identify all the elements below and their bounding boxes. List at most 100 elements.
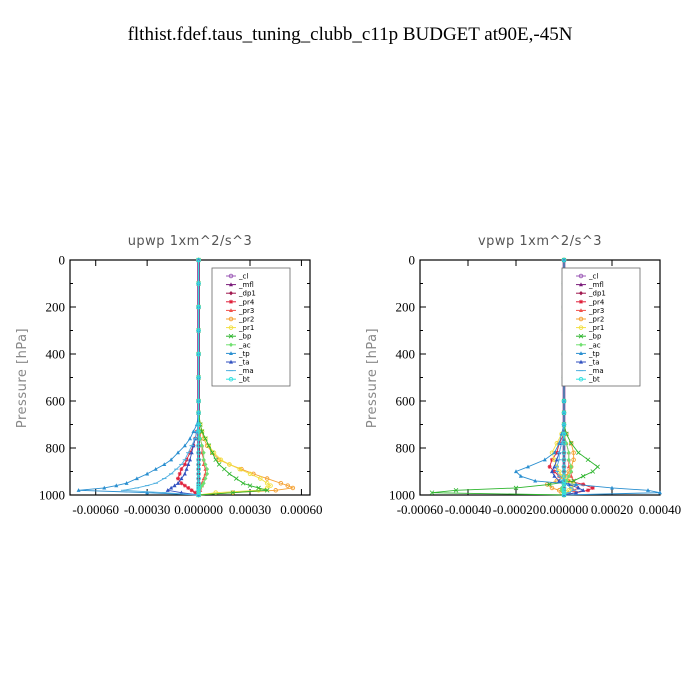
legend-marker: [228, 376, 234, 382]
x-tick-label: 0.000000: [174, 502, 223, 517]
y-tick-label: 0: [409, 253, 416, 268]
panel-title: upwp 1xm^2/s^3: [128, 234, 253, 249]
data-point: [658, 490, 662, 495]
x-tick-label: -0.00040: [445, 502, 492, 517]
legend-marker: [578, 333, 584, 339]
data-point: [513, 485, 519, 491]
data-point: [114, 483, 119, 488]
data-point: [234, 476, 239, 481]
y-tick-label: 600: [396, 394, 416, 409]
legend-label: _ma: [588, 367, 604, 375]
data-point: [196, 281, 201, 286]
data-point: [526, 464, 530, 469]
x-tick-label: 0.00060: [280, 502, 322, 517]
legend-box: [561, 267, 641, 387]
data-point: [552, 464, 557, 469]
data-point: [196, 257, 201, 263]
legend-label: _mfl: [588, 281, 604, 289]
data-point: [182, 443, 187, 448]
legend-label: _tp: [588, 350, 600, 358]
data-point: [542, 457, 547, 462]
series-bt: [196, 257, 201, 498]
data-point: [210, 450, 215, 455]
x-tick-label: 0.00040: [639, 502, 681, 517]
legend-marker: [579, 308, 583, 312]
data-point: [182, 471, 187, 476]
data-point: [201, 450, 206, 455]
data-point: [196, 481, 201, 486]
legend-marker: [229, 291, 233, 296]
data-point: [264, 481, 270, 486]
data-point: [561, 441, 567, 446]
legend-marker: [229, 282, 233, 287]
legend-label: _ac: [588, 341, 601, 349]
data-point: [550, 469, 554, 474]
legend-marker: [578, 316, 584, 322]
y-tick-label: 400: [46, 347, 66, 362]
data-point: [200, 443, 204, 448]
data-point: [533, 478, 538, 483]
data-point: [176, 481, 180, 485]
figure-title: flthist.fdef.taus_tuning_clubb_c11p BUDG…: [128, 24, 573, 45]
legend-marker: [579, 291, 583, 296]
data-point: [237, 466, 242, 472]
data-point: [566, 488, 572, 493]
data-point: [216, 462, 222, 467]
data-point: [189, 488, 194, 493]
data-point: [196, 351, 201, 357]
legend-marker: [229, 308, 233, 312]
data-point: [153, 466, 158, 471]
data-point: [176, 450, 180, 455]
y-tick-label: 400: [396, 347, 416, 362]
legend-label: _bp: [238, 333, 252, 341]
legend-label: _ta: [238, 359, 250, 367]
y-axis-label: Pressure [hPa]: [15, 328, 30, 428]
legend-marker: [228, 316, 234, 322]
legend-marker: [578, 273, 584, 279]
data-point: [547, 464, 552, 469]
data-point: [568, 441, 574, 446]
data-point: [561, 464, 567, 470]
data-point: [581, 488, 586, 492]
legend-marker: [228, 333, 234, 339]
data-point: [213, 490, 218, 495]
data-point: [199, 429, 205, 434]
data-point: [196, 375, 201, 380]
legend-marker: [579, 359, 583, 364]
legend-label: _cl: [238, 273, 248, 281]
data-point: [514, 469, 518, 474]
x-tick-label: 0.000000: [540, 502, 589, 517]
data-point: [184, 466, 189, 471]
data-point: [273, 488, 278, 493]
data-point: [191, 429, 196, 434]
data-point: [134, 476, 139, 481]
legend-label: _pr2: [588, 316, 604, 324]
legend-marker: [229, 359, 233, 364]
series-line: [78, 260, 200, 496]
data-point: [581, 482, 586, 487]
data-point: [193, 490, 198, 495]
data-point: [290, 485, 296, 491]
data-point: [561, 398, 567, 404]
data-point: [196, 492, 201, 498]
data-point: [552, 469, 557, 474]
x-tick-label: 0.00030: [229, 502, 271, 517]
data-point: [561, 457, 567, 463]
data-point: [205, 471, 210, 477]
data-point: [576, 450, 581, 455]
legend-marker: [228, 273, 234, 279]
data-point: [610, 485, 614, 490]
data-point: [568, 441, 574, 446]
data-point: [590, 485, 595, 490]
data-point: [206, 443, 212, 448]
data-point: [574, 490, 578, 495]
legend-label: _ta: [588, 359, 600, 367]
data-point: [188, 457, 192, 462]
legend-label: _ac: [238, 341, 251, 349]
data-point: [203, 476, 208, 481]
panel-title: vpwp 1xm^2/s^3: [478, 234, 602, 249]
y-tick-label: 1000: [39, 488, 65, 503]
legend: _cl_mfl_dp1_pr4_pr3_pr2_pr1_bp_ac_tp_ta_…: [211, 267, 291, 387]
data-point: [196, 398, 201, 404]
data-point: [196, 471, 201, 477]
